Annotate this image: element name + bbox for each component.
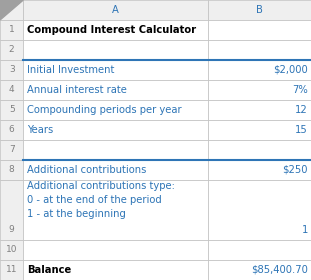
Text: 6: 6 [9,125,15,134]
Text: Years: Years [27,125,53,135]
Bar [208,100,311,120]
Text: 10: 10 [6,246,17,255]
Text: 5: 5 [9,106,15,115]
Bar [208,60,311,80]
Text: 9: 9 [9,225,15,234]
Text: 3: 3 [9,66,15,74]
Bar [23,120,208,140]
Text: 2: 2 [9,45,15,55]
Text: 7: 7 [9,146,15,155]
Bar [23,40,208,60]
Bar [208,260,311,280]
Bar [0,0,23,20]
Bar [208,120,311,140]
Bar [0,60,23,80]
Text: Initial Investment: Initial Investment [27,65,114,75]
Text: $2,000: $2,000 [273,65,308,75]
Bar [0,140,23,160]
Bar [23,60,208,80]
Bar [23,140,208,160]
Bar [23,100,208,120]
Bar [208,0,311,20]
Bar [0,240,23,260]
Bar [208,40,311,60]
Text: 11: 11 [6,265,17,274]
Text: 4: 4 [9,85,15,94]
Bar [23,180,208,240]
Bar [208,180,311,240]
Bar [23,260,208,280]
Bar [0,180,23,240]
Text: Annual interest rate: Annual interest rate [27,85,127,95]
Text: Balance: Balance [27,265,71,275]
Bar [23,80,208,100]
Text: 7%: 7% [292,85,308,95]
Text: Additional contributions type:
0 - at the end of the period
1 - at the beginning: Additional contributions type: 0 - at th… [27,181,175,220]
Text: 15: 15 [295,125,308,135]
Bar [208,160,311,180]
Polygon shape [0,0,23,20]
Text: 12: 12 [295,105,308,115]
Bar [0,160,23,180]
Bar [0,100,23,120]
Text: B: B [256,5,263,15]
Text: 8: 8 [9,165,15,174]
Text: Additional contributions: Additional contributions [27,165,146,175]
Bar [0,260,23,280]
Text: $85,400.70: $85,400.70 [251,265,308,275]
Bar [23,20,208,40]
Bar [0,120,23,140]
Bar [208,140,311,160]
Text: $250: $250 [282,165,308,175]
Bar [0,80,23,100]
Bar [208,20,311,40]
Bar [208,240,311,260]
Text: Compounding periods per year: Compounding periods per year [27,105,182,115]
Bar [208,80,311,100]
Bar [0,40,23,60]
Text: 1: 1 [302,225,308,235]
Bar [23,160,208,180]
Bar [0,20,23,40]
Text: Compound Interest Calculator: Compound Interest Calculator [27,25,196,35]
Bar [23,0,208,20]
Bar [23,240,208,260]
Text: 1: 1 [9,25,15,34]
Text: A: A [112,5,119,15]
